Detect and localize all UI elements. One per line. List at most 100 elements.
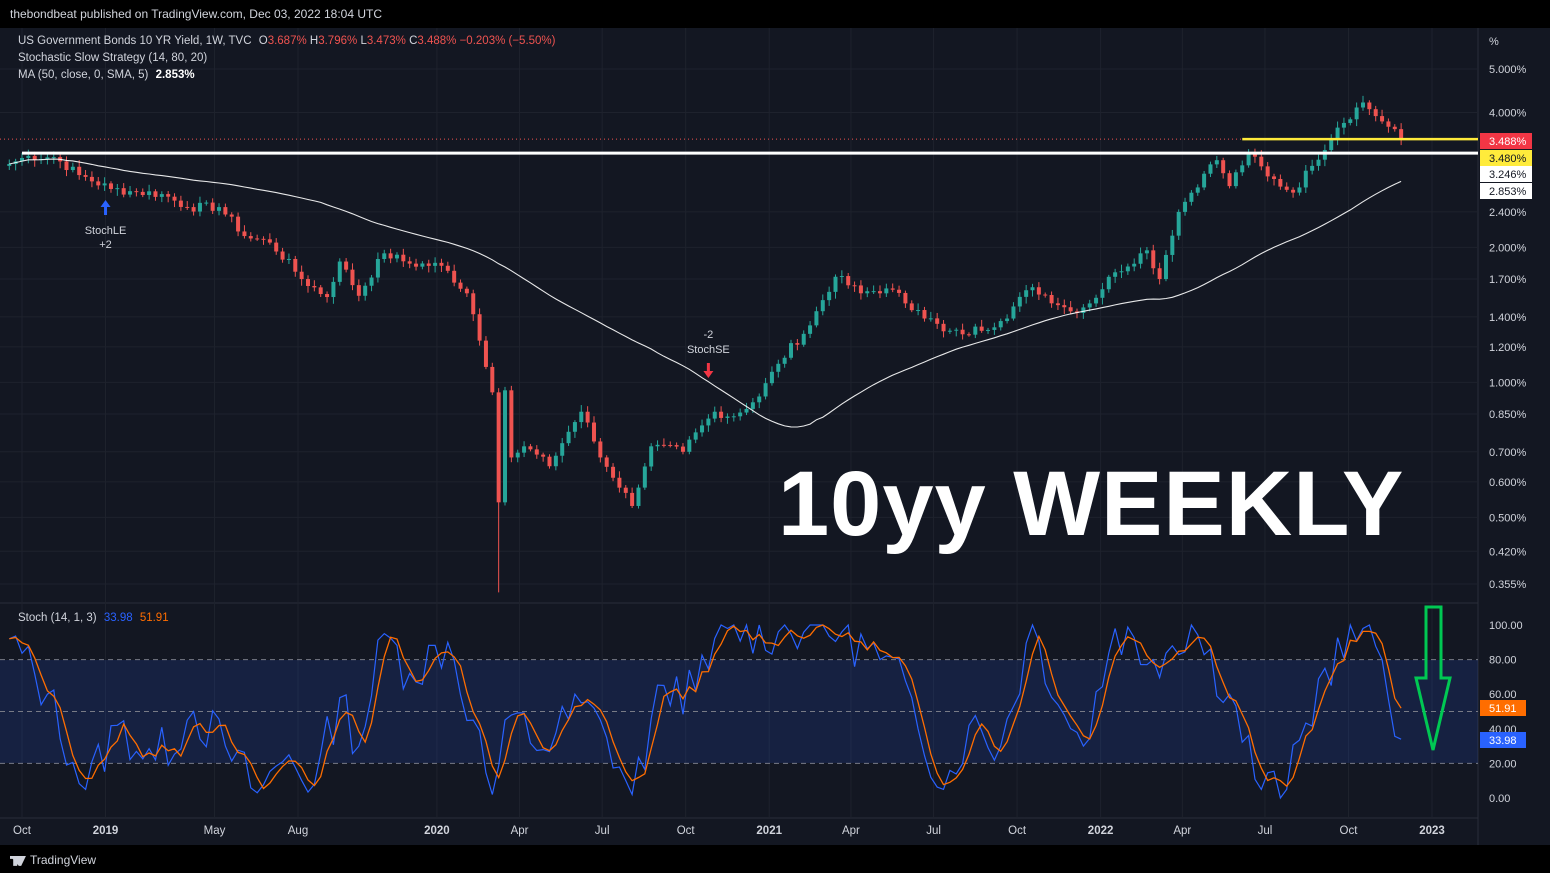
candle-body [1170,235,1175,255]
candle-body [617,477,622,488]
candle-body [572,422,577,432]
candle-body [401,254,406,262]
candle-body [1189,192,1194,202]
last-price-tag [1480,150,1532,166]
time-tick-label: May [204,825,226,837]
candle-body [147,191,152,196]
candle-body [877,291,882,294]
candle-body [445,265,450,271]
candle-body [32,155,37,160]
candle-body [1240,165,1245,173]
candle-body [553,455,558,467]
candle-body [210,202,215,211]
candle-body [274,242,279,252]
candle-body [426,263,431,266]
candle-body [1303,170,1308,188]
candle-body [45,157,50,160]
candle-body [121,188,126,195]
candle-body [375,259,380,278]
brand-footer: TradingView [10,853,96,867]
time-tick-label: 2023 [1419,825,1445,837]
candle-body [1030,287,1035,291]
candle-body [217,207,222,211]
candle-body [1100,289,1105,298]
candle-body [1144,250,1149,254]
candle-body [604,457,609,467]
candle-body [1399,129,1404,140]
legend-stoch-d: 51.91 [139,612,169,624]
stoch-tick-label: 80.00 [1489,655,1517,667]
candle-body [1062,305,1067,308]
candle-body [1335,127,1340,140]
candle-body [1329,139,1334,151]
candle-body [172,196,177,201]
legend-high: 3.796% [318,35,358,47]
legend-stoch-label: Stoch (14, 1, 3) [18,612,97,624]
overlay-title: 10yy WEEKLY [778,453,1405,555]
candle-body [846,276,851,286]
time-tick-label: Oct [1340,825,1359,837]
price-tick-label: 4.000% [1489,107,1527,119]
legend-close: 3.488% [417,35,457,47]
price-axis[interactable]: 5.000% 4.000% 2.400% 2.000% 1.700% 1.400% 1.20… [1489,64,1527,591]
candle-body [611,466,616,478]
candle-body [51,157,56,159]
stoch-last-tag-text: 51.91 [1489,703,1517,715]
price-tick-label: 5.000% [1489,64,1527,76]
time-tick-label: 2020 [424,825,450,837]
candle-body [1087,303,1092,308]
candle-body [630,492,635,506]
candle-body [178,200,183,207]
brand-text: TradingView [30,853,97,867]
price-tick-label: 0.355% [1489,579,1527,591]
candle-body [515,452,520,458]
candle-body [674,445,679,447]
candle-body [1227,173,1232,187]
candle-body [496,392,501,503]
last-price-tag-text: 3.480% [1489,153,1527,165]
candle-body [623,487,628,493]
legend-main: US Government Bonds 10 YR Yield, 1W, TVC… [18,35,556,47]
candle-body [242,231,247,237]
short-arrow-icon [703,363,714,378]
candle-body [20,157,24,162]
candle-body [344,261,349,270]
candle-body [503,390,508,503]
legend-ma-value: 2.853% [155,69,195,81]
candle-body [693,432,698,440]
candle-body [1094,297,1099,304]
candle-body [1392,126,1397,130]
price-tick-label: 1.200% [1489,342,1527,354]
candle-body [750,402,755,409]
candle-body [547,456,552,467]
candle-body [719,411,724,418]
signal-short-label: StochSE [687,344,730,356]
candle-body [1265,166,1270,177]
candle-body [916,310,921,312]
time-axis[interactable]: Oct 2019 May Aug 2020 Apr Jul Oct 2021 Apr Jul Oct 2… [13,825,1445,837]
time-tick-label: Oct [13,825,32,837]
candle-body [1081,307,1086,313]
candle-body [1024,290,1029,297]
candle-body [1380,116,1385,122]
legend-l-label: L [360,35,367,47]
candle-body [731,416,736,418]
candle-body [420,263,425,267]
candle-body [1151,250,1156,269]
time-tick-label: Jul [926,825,941,837]
candle-body [96,181,101,186]
legend-symbol: US Government Bonds 10 YR Yield, 1W, TVC [18,35,252,47]
candle-body [267,239,272,243]
candle-body [356,285,361,296]
candle-body [1011,306,1016,319]
legend-change: −0.203% (−5.50%) [459,35,556,47]
candle-body [795,343,800,345]
candle-body [128,191,133,195]
legend-stoch-k: 33.98 [103,612,133,624]
time-tick-label: Jul [595,825,610,837]
candle-body [185,206,190,208]
chart-svg[interactable]: StochLE +2 -2 StochSE 5.000% 4.000% 2.400% 2.0… [0,28,1550,845]
price-axis-labels: 3.488% 3.480% 3.246% 2.853% [1480,133,1532,199]
candle-body [102,183,107,186]
